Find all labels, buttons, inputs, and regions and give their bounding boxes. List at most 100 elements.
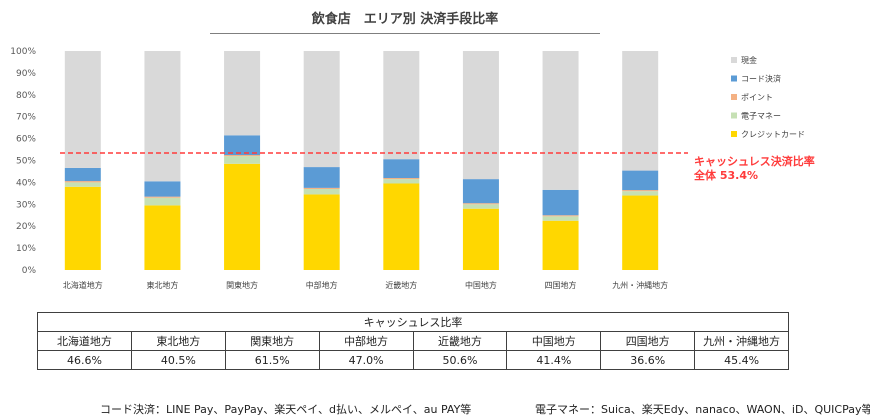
x-tick-label: 中国地方 — [465, 280, 497, 290]
table-value-cell: 41.4% — [506, 350, 602, 370]
table-value-cell: 61.5% — [224, 350, 320, 370]
bar-segment — [542, 220, 579, 270]
bar-segment — [224, 155, 261, 157]
bar-segment — [224, 135, 261, 156]
x-tick-label: 北海道地方 — [63, 280, 103, 290]
bar-segment — [144, 197, 181, 206]
bar-segment — [303, 167, 340, 188]
table-caption-row: キャッシュレス比率 — [37, 312, 789, 332]
stacked-bar-chart: 0% 10% 20% 30% 40% 50% 60% 70% 80% 90% 100% 北海道地方 東… — [10, 47, 815, 290]
y-tick-label: 0% — [22, 266, 37, 276]
y-tick-label: 30% — [16, 200, 36, 210]
y-tick-label: 70% — [16, 113, 36, 123]
bar-segment — [622, 51, 659, 171]
legend-swatch — [731, 112, 737, 119]
legend-label: コード決済 — [741, 74, 781, 84]
table-header-cell: 関東地方 — [224, 331, 320, 351]
table-value-cell: 40.5% — [130, 350, 226, 370]
reference-label-line1: キャッシュレス決済比率 — [694, 154, 815, 168]
bar-segment — [303, 187, 340, 189]
bar-segment — [542, 215, 579, 217]
y-tick-label: 60% — [16, 135, 36, 145]
footnote-code-payment: コード決済：LINE Pay、PayPay、楽天ペイ、d払い、メルペイ、au P… — [100, 403, 472, 416]
table-header-cell: 北海道地方 — [37, 331, 132, 351]
bars-group — [64, 51, 659, 270]
bar-segment — [144, 181, 181, 197]
bar-segment — [462, 51, 499, 180]
y-tick-label: 10% — [16, 244, 36, 254]
bar-segment — [383, 183, 420, 270]
title-underline — [210, 33, 600, 34]
bar-segment — [303, 188, 340, 195]
bar-segment — [144, 205, 181, 270]
legend-label: ポイント — [741, 93, 773, 102]
bar-segment — [303, 194, 340, 270]
bar-segment — [224, 51, 261, 136]
bar-segment — [542, 189, 579, 216]
bar-segment — [64, 181, 101, 183]
x-tick-label: 近畿地方 — [385, 280, 417, 290]
bar-segment — [383, 159, 420, 179]
y-tick-label: 20% — [16, 222, 36, 232]
bar-segment — [622, 170, 659, 191]
x-tick-label: 九州・沖縄地方 — [612, 280, 668, 290]
bar-segment — [383, 179, 420, 184]
bar-segment — [383, 178, 420, 180]
legend-swatch — [731, 75, 737, 82]
x-tick-label: 関東地方 — [226, 280, 258, 290]
reference-label-line2: 全体 53.4% — [693, 168, 758, 182]
table-header-cell: 東北地方 — [130, 331, 226, 351]
y-tick-label: 50% — [16, 157, 36, 167]
table-value-cell: 36.6% — [600, 350, 696, 370]
legend-label: 電子マネー — [741, 112, 781, 121]
x-tick-label: 東北地方 — [146, 280, 178, 290]
x-tick-label: 四国地方 — [545, 280, 577, 290]
bar-segment — [64, 51, 101, 168]
legend-swatch — [731, 131, 737, 137]
footnote-electronic-money: 電子マネー：Suica、楽天Edy、nanaco、WAON、iD、QUICPay… — [535, 403, 870, 416]
bar-segment — [64, 182, 101, 187]
bar-segment — [462, 203, 499, 205]
bar-segment — [462, 179, 499, 204]
table-header-cell: 中部地方 — [318, 331, 414, 351]
table-header-cell: 中国地方 — [506, 331, 602, 351]
table-header-cell: 九州・沖縄地方 — [694, 331, 789, 351]
bar-segment — [462, 204, 499, 209]
bar-segment — [542, 51, 579, 190]
y-axis: 0% 10% 20% 30% 40% 50% 60% 70% 80% 90% 100% — [10, 47, 36, 276]
bar-segment — [64, 167, 101, 182]
legend-label: 現金 — [741, 55, 757, 65]
y-tick-label: 100% — [10, 47, 36, 57]
bar-segment — [144, 51, 181, 182]
bar-segment — [224, 163, 261, 270]
bar-segment — [542, 216, 579, 221]
bar-segment — [622, 191, 659, 196]
table-caption: キャッシュレス比率 — [37, 312, 789, 332]
x-tick-label: 中部地方 — [306, 280, 338, 290]
table-header-row: 北海道地方 東北地方 関東地方 中部地方 近畿地方 中国地方 四国地方 九州・沖縄地方 — [37, 331, 789, 351]
table-value-cell: 47.0% — [318, 350, 414, 370]
legend-swatch — [731, 57, 737, 63]
table-value-cell: 45.4% — [694, 350, 789, 370]
y-tick-label: 90% — [16, 69, 36, 79]
bar-segment — [622, 190, 659, 192]
table-value-row: 46.6% 40.5% 61.5% 47.0% 50.6% 41.4% 36.6% 45.4% — [37, 350, 789, 370]
y-tick-label: 40% — [16, 178, 36, 188]
x-axis: 北海道地方 東北地方 関東地方 中部地方 近畿地方 中国地方 四国地方 九州・沖縄地方 — [63, 280, 668, 290]
legend-swatch — [731, 94, 737, 100]
y-tick-label: 80% — [16, 91, 36, 101]
table-value-cell: 50.6% — [412, 350, 508, 370]
bar-segment — [462, 208, 499, 270]
bar-segment — [622, 195, 659, 270]
bar-segment — [303, 51, 340, 168]
footnote: コード決済：LINE Pay、PayPay、楽天ペイ、d払い、メルペイ、au P… — [0, 401, 870, 417]
table-value-cell: 46.6% — [37, 350, 132, 370]
bar-segment — [64, 186, 101, 270]
cashless-ratio-table: キャッシュレス比率 北海道地方 東北地方 関東地方 中部地方 近畿地方 中国地方 四国地方九… — [37, 312, 789, 370]
legend-label: クレジットカード — [741, 130, 805, 139]
table-header-cell: 四国地方 — [600, 331, 696, 351]
table-header-cell: 近畿地方 — [412, 331, 508, 351]
bar-segment — [383, 51, 420, 160]
